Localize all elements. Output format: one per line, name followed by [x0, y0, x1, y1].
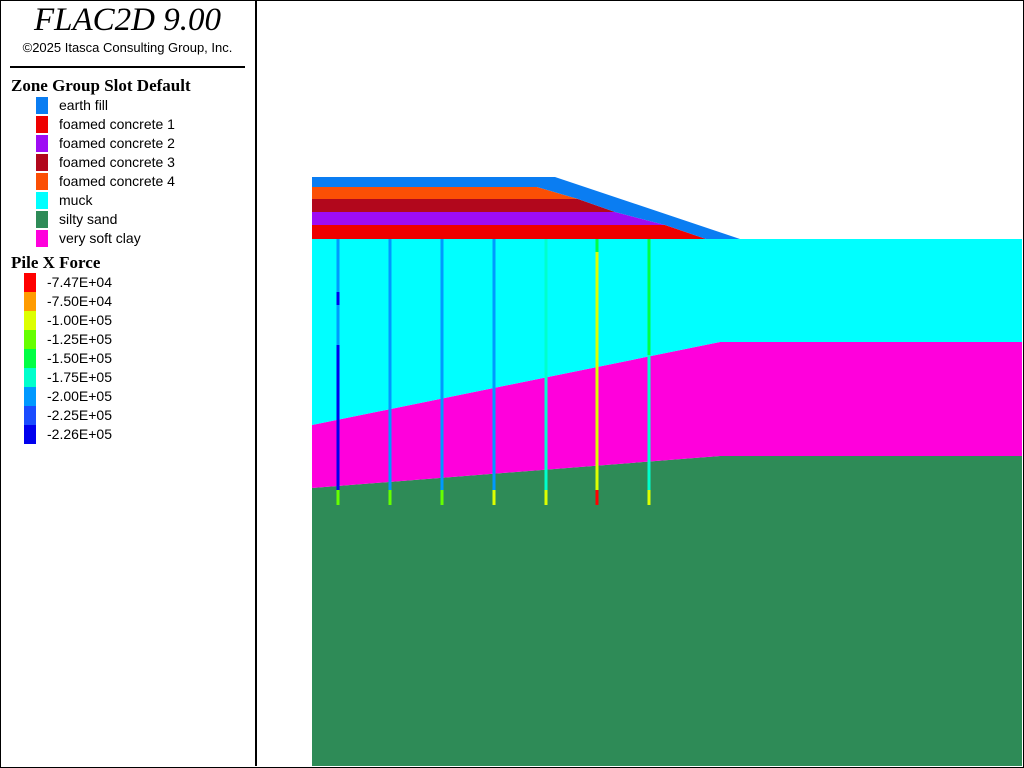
pile-segment	[647, 239, 651, 355]
pile-swatch	[24, 387, 36, 406]
zone-label: very soft clay	[59, 230, 141, 246]
pile-label: -2.25E+05	[47, 407, 112, 423]
zone-label: foamed concrete 2	[59, 135, 175, 151]
pile-swatch	[24, 311, 36, 330]
pile-legend-title: Pile X Force	[11, 253, 101, 272]
zone-label: foamed concrete 1	[59, 116, 175, 132]
pile-swatch	[24, 330, 36, 349]
zone-swatch	[36, 230, 48, 247]
pile-label: -2.00E+05	[47, 388, 112, 404]
zone-foamed-concrete-4	[312, 187, 578, 199]
zone-earth-fill	[312, 177, 740, 239]
zone-swatch	[36, 154, 48, 171]
pile-segment	[440, 490, 444, 505]
zone-swatch	[36, 192, 48, 209]
pile-swatch	[24, 292, 36, 311]
pile-segment	[388, 239, 392, 490]
pile-segment	[595, 490, 599, 505]
pile-segment	[595, 252, 599, 490]
pile-swatch	[24, 273, 36, 292]
pile-segment	[336, 305, 340, 345]
pile-segment	[647, 490, 651, 505]
zone-swatch	[36, 173, 48, 190]
pile-segment	[544, 239, 548, 490]
pile-segment	[492, 239, 496, 490]
pile-label: -2.26E+05	[47, 426, 112, 442]
pile-segment	[336, 239, 340, 292]
zone-foamed-concrete-3	[312, 199, 615, 212]
pile-segment	[336, 345, 340, 490]
pile-swatch	[24, 349, 36, 368]
copyright-text: ©2025 Itasca Consulting Group, Inc.	[22, 40, 233, 55]
legend-panel: FLAC2D 9.00 ©2025 Itasca Consulting Grou…	[0, 0, 257, 766]
pile-segment	[336, 292, 340, 305]
legend-divider	[10, 66, 245, 68]
zone-foamed-concrete-1	[312, 225, 706, 239]
pile-label: -1.50E+05	[47, 350, 112, 366]
pile-label: -1.00E+05	[47, 312, 112, 328]
zone-legend-title: Zone Group Slot Default	[11, 76, 191, 95]
zone-swatch	[36, 135, 48, 152]
zone-swatch	[36, 97, 48, 114]
pile-segment	[647, 355, 651, 490]
zone-label: silty sand	[59, 211, 118, 227]
pile-label: -1.75E+05	[47, 369, 112, 385]
pile-swatch	[24, 368, 36, 387]
pile-swatch	[24, 406, 36, 425]
pile-segment	[388, 490, 392, 505]
pile-swatch	[24, 425, 36, 444]
zone-swatch	[36, 211, 48, 228]
app-title: FLAC2D 9.00	[33, 2, 221, 38]
zone-label: foamed concrete 3	[59, 154, 175, 170]
zone-very-soft-clay	[312, 342, 1022, 488]
pile-segment	[544, 490, 548, 505]
pile-label: -1.25E+05	[47, 331, 112, 347]
pile-segment	[336, 490, 340, 505]
pile-segment	[440, 239, 444, 490]
zone-label: muck	[59, 192, 93, 208]
zone-swatch	[36, 116, 48, 133]
pile-label: -7.47E+04	[47, 274, 112, 290]
zone-label: earth fill	[59, 97, 109, 113]
pile-segment	[492, 490, 496, 505]
pile-label: -7.50E+04	[47, 293, 112, 309]
zone-foamed-concrete-2	[312, 212, 665, 225]
zone-label: foamed concrete 4	[59, 173, 175, 189]
zone-silty-sand	[312, 456, 1022, 766]
zone-muck	[312, 239, 1022, 425]
pile-segment	[595, 239, 599, 252]
